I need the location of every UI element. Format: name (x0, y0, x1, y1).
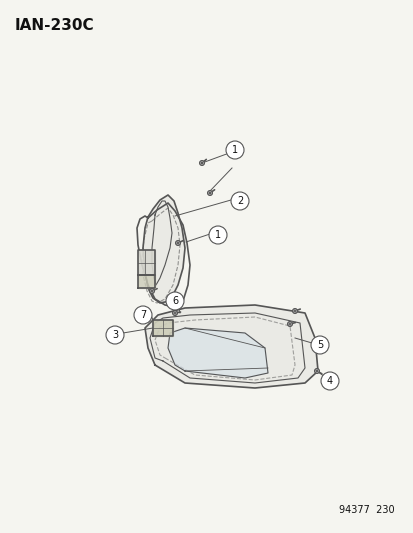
Text: 4: 4 (326, 376, 332, 386)
Text: 94377  230: 94377 230 (339, 505, 394, 515)
Text: 3: 3 (112, 330, 118, 340)
Circle shape (230, 192, 248, 210)
Circle shape (207, 191, 212, 196)
Circle shape (225, 141, 243, 159)
Text: 1: 1 (214, 230, 221, 240)
Circle shape (310, 336, 328, 354)
Polygon shape (168, 328, 267, 378)
Polygon shape (153, 320, 173, 336)
Circle shape (175, 240, 180, 246)
Circle shape (106, 326, 124, 344)
Circle shape (172, 311, 177, 316)
Text: IAN-230C: IAN-230C (15, 18, 95, 33)
Circle shape (287, 321, 292, 326)
Polygon shape (138, 275, 154, 288)
Circle shape (209, 226, 226, 244)
Circle shape (199, 160, 204, 165)
Polygon shape (142, 195, 185, 303)
Text: 2: 2 (236, 196, 242, 206)
Circle shape (314, 368, 319, 374)
Text: 1: 1 (231, 145, 237, 155)
Circle shape (149, 288, 154, 294)
Text: 7: 7 (140, 310, 146, 320)
Circle shape (292, 309, 297, 313)
Text: 5: 5 (316, 340, 322, 350)
Circle shape (134, 306, 152, 324)
Polygon shape (138, 250, 154, 275)
Circle shape (166, 292, 183, 310)
Polygon shape (145, 305, 317, 388)
Circle shape (320, 372, 338, 390)
Text: 6: 6 (171, 296, 178, 306)
